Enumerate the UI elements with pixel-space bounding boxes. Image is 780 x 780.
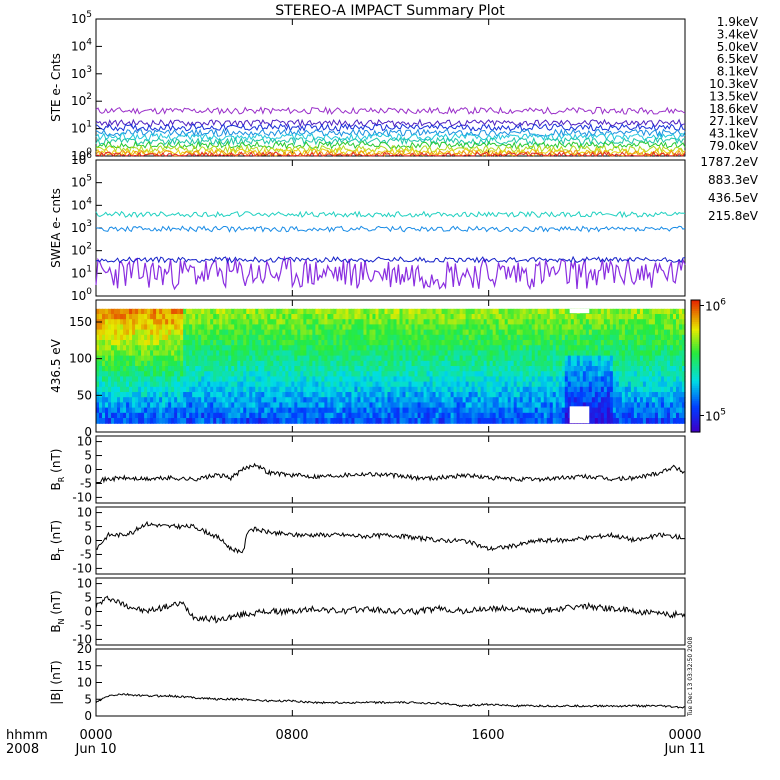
panel-1-series-8 (95, 144, 686, 154)
panel-2-series-2 (95, 255, 686, 264)
panel-7-trace (95, 692, 685, 709)
panel-2-ytick-label-1: 101 (71, 264, 92, 280)
panel-5-trace (95, 520, 686, 555)
panel-1-legend-9: 27.1keV (709, 114, 759, 128)
panel-3-ytick-label-2: 100 (69, 352, 92, 366)
figure-title: STEREO-A IMPACT Summary Plot (275, 3, 505, 19)
panel-2-legend-4: 215.8eV (708, 209, 759, 223)
panel-3-ytick-label-0: 0 (84, 425, 92, 439)
panel-1-series-11 (95, 151, 686, 157)
panel-2-series-4 (95, 210, 686, 219)
panel-3-ytick-label-1: 50 (77, 388, 92, 402)
time-tick-label-1: 0800 (275, 728, 308, 743)
panel-1-series-10 (95, 149, 686, 158)
panel-5-ytick-label-2: 0 (84, 534, 92, 548)
spectrogram-cells (96, 308, 686, 424)
panel-1-series-7 (95, 140, 686, 150)
panel-5-ytick-label-4: 10 (77, 506, 92, 520)
panel-2-ylabel: SWEA e- cnts (49, 188, 63, 268)
panel-5-ylabel: BT (nT) (49, 520, 66, 561)
panel-1-legend-3: 5.0keV (717, 40, 759, 54)
panel-7-ytick-label-0: 0 (84, 709, 92, 723)
panel-4-trace (95, 462, 686, 484)
time-row1-left-label: hhmm (6, 728, 48, 743)
panel-2-legend-1: 1787.2eV (700, 155, 758, 169)
panel-1-ytick-label-3: 103 (71, 65, 92, 81)
panel-6-ytick-label-3: 5 (84, 591, 92, 605)
date-label-start: Jun 10 (75, 742, 117, 757)
panel-1-legend-8: 18.6keV (709, 102, 759, 116)
colorbar-frame (690, 299, 701, 433)
panel-3-ylabel: 436.5 eV (49, 338, 63, 393)
panel-1-ytick-label-5: 105 (71, 10, 92, 26)
panel-1-legend-4: 6.5keV (717, 52, 759, 66)
panel-1-series-4 (95, 128, 686, 138)
panel-2-ytick-label-2: 102 (71, 242, 92, 258)
panel-2-legend-3: 436.5eV (708, 191, 759, 205)
colorbar (691, 300, 700, 433)
timestamp-stamp: Tue Dec 13 03:32:50 2008 (687, 636, 694, 717)
panel-6-ylabel: BN (nT) (49, 590, 66, 632)
panel-2-legend-2: 883.3eV (708, 173, 759, 187)
colorbar-tick-label-0: 106 (705, 298, 726, 314)
panel-1-series-5 (95, 132, 686, 142)
panel-1-series-1 (95, 106, 686, 116)
panel-4-ytick-label-0: -10 (72, 490, 92, 504)
panel-2-ytick-label-0: 100 (71, 287, 92, 303)
panel-6-ytick-label-0: -10 (72, 632, 92, 646)
spectrogram-gap-bottom (569, 406, 590, 424)
panel-2-ytick-label-3: 103 (71, 219, 92, 235)
panel-5-ytick-label-0: -10 (72, 561, 92, 575)
panel-3-ytick-label-3: 150 (69, 315, 92, 329)
panel-1-legend-2: 3.4keV (717, 27, 759, 41)
panel-1-series-6 (95, 136, 686, 146)
panel-4-ytick-label-3: 5 (84, 449, 92, 463)
panel-1-ytick-label-1: 101 (71, 120, 92, 136)
panel-7-ytick-label-1: 5 (84, 692, 92, 706)
panel-2-ytick-label-4: 104 (71, 196, 92, 212)
panel-1-ytick-label-2: 102 (71, 92, 92, 108)
panel-2-series-1 (95, 255, 686, 291)
panel-2-ytick-label-5: 105 (71, 174, 92, 190)
panel-1-legend-1: 1.9keV (717, 15, 759, 29)
spectrogram-gap-top (569, 308, 590, 314)
date-label-end: Jun 11 (664, 742, 706, 757)
panel-7-ylabel: |B| (nT) (49, 660, 63, 704)
panel-7-ytick-label-4: 20 (77, 642, 92, 656)
panel-1-legend-6: 10.3keV (709, 77, 759, 91)
colorbar-tick-label-1: 105 (705, 408, 726, 424)
panel-6-ytick-label-4: 10 (77, 577, 92, 591)
panel-2-series-3 (95, 225, 686, 233)
panel-1-series-3 (95, 123, 685, 132)
time-tick-label-3: 0000 (668, 728, 701, 743)
panel-1-ytick-label-4: 104 (71, 37, 92, 53)
panel-1-ylabel: STE e- Cnts (49, 53, 63, 122)
time-tick-label-2: 1600 (471, 728, 504, 743)
panel-1-legend-10: 43.1keV (709, 127, 759, 141)
time-row2-left-label: 2008 (6, 742, 39, 757)
time-axis-labels: hhmm 2008 0000 0800 1600 0000 Jun 10 Jun… (6, 728, 706, 757)
panel-6-ytick-label-2: 0 (84, 605, 92, 619)
panel-5-frame (95, 506, 686, 575)
panel-4-ytick-label-1: -5 (80, 476, 92, 490)
panel-6-ytick-label-1: -5 (80, 618, 92, 632)
panel-4-ytick-label-4: 10 (77, 435, 92, 449)
panel-6-trace (95, 595, 686, 624)
panel-5-ytick-label-3: 5 (84, 520, 92, 534)
panel-4-ylabel: BR (nT) (49, 449, 66, 491)
panel-1-series-2 (95, 118, 686, 128)
panel-2-ytick-label-6: 106 (71, 151, 92, 167)
panel-1-legend-5: 8.1keV (717, 65, 759, 79)
panel-4-ytick-label-2: 0 (84, 463, 92, 477)
time-tick-label-0: 0000 (79, 728, 112, 743)
panel-1-legend-7: 13.5keV (709, 89, 759, 103)
panel-7-ytick-label-3: 15 (77, 659, 92, 673)
panel-1-legend-11: 79.0keV (709, 139, 759, 153)
panel-4-frame (95, 435, 686, 504)
panel-5-ytick-label-1: -5 (80, 547, 92, 561)
panel-7-ytick-label-2: 10 (77, 676, 92, 690)
panel-3-frame (95, 299, 686, 433)
